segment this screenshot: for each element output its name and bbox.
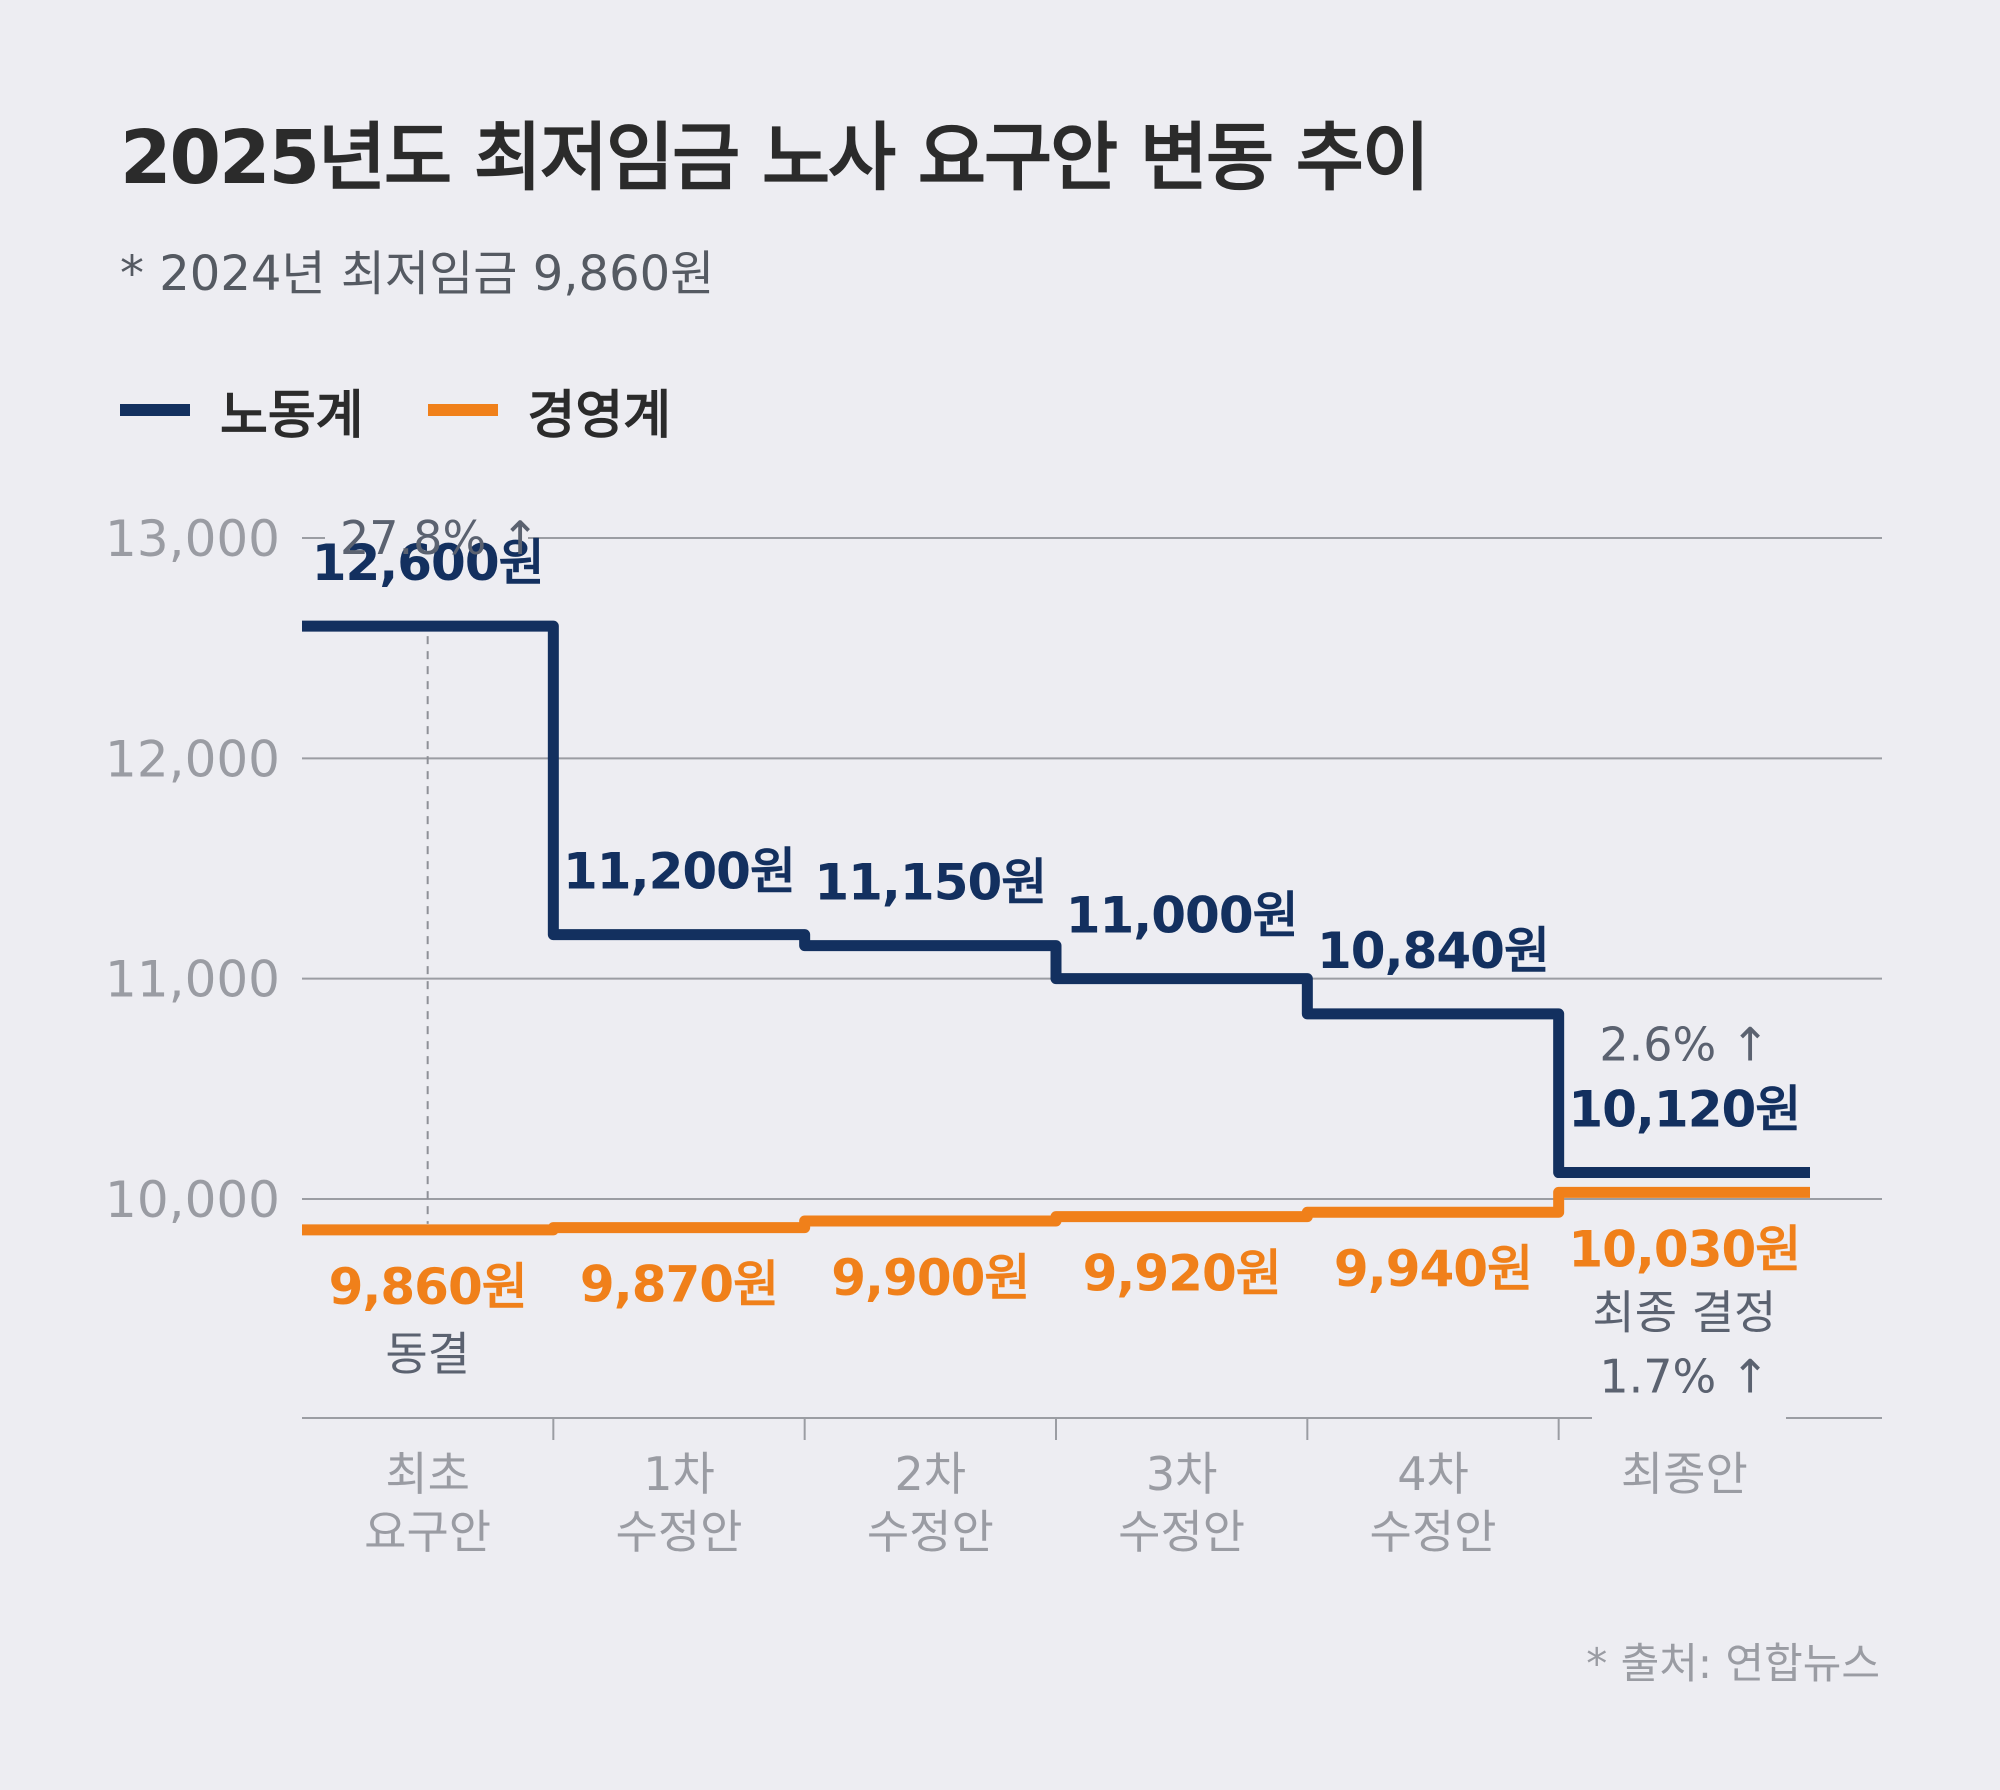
legend-label-labor: 노동계 [220, 385, 364, 446]
x-tick-label: 수정안 [1370, 1505, 1497, 1559]
x-tick-label: 1차 [643, 1447, 715, 1501]
data-label-labor: 10,120원 [1568, 1081, 1800, 1139]
x-tick-label: 수정안 [1118, 1505, 1245, 1559]
source-note: * 출처: 연합뉴스 [1586, 1639, 1880, 1688]
data-label-management: 9,870원 [580, 1256, 778, 1314]
data-label-labor: 11,200원 [563, 843, 795, 901]
chart-title: 2025년도 최저임금 노사 요구안 변동 추이 [120, 115, 1430, 201]
annotation-final-labor-increase: 2.6% ↑ [1599, 1018, 1769, 1072]
data-label-management: 9,900원 [831, 1249, 1029, 1307]
data-label-labor: 10,840원 [1317, 922, 1549, 980]
legend: 노동계 경영계 [120, 380, 671, 446]
legend-swatch-labor [120, 404, 190, 416]
x-tick-label: 3차 [1146, 1447, 1218, 1501]
y-tick-label: 13,000 [105, 510, 280, 568]
x-tick-label: 최종안 [1621, 1447, 1748, 1501]
data-label-labor: 12,600원 [312, 534, 544, 592]
series-line-labor [302, 620, 1810, 1179]
x-tick-label: 최초 [385, 1447, 470, 1501]
legend-label-management: 경영계 [527, 385, 672, 446]
y-tick-label: 12,000 [105, 730, 280, 788]
data-label-labor: 11,150원 [814, 854, 1046, 912]
x-tick-label: 2차 [895, 1447, 967, 1501]
x-tick-label: 수정안 [616, 1505, 743, 1559]
x-tick-label: 수정안 [867, 1505, 994, 1559]
annotation-final-decision: 최종 결정 [1592, 1285, 1776, 1339]
annotation-final-decision-increase: 1.7% ↑ [1599, 1349, 1769, 1403]
y-tick-label: 10,000 [105, 1171, 280, 1229]
series-line-management [302, 1186, 1810, 1236]
annotation-freeze: 동결 [385, 1327, 470, 1381]
chart-subtitle: * 2024년 최저임금 9,860원 [120, 246, 715, 302]
data-label-management: 9,920원 [1083, 1245, 1281, 1303]
data-label-labor: 11,000원 [1066, 887, 1298, 945]
data-label-management: 9,860원 [329, 1258, 527, 1316]
data-label-management: 10,030원 [1568, 1220, 1800, 1278]
data-label-management: 9,940원 [1334, 1240, 1532, 1298]
legend-item-management: 경영계 [427, 373, 672, 448]
x-tick-label: 4차 [1397, 1447, 1469, 1501]
annotation-initial-increase: 27.8% ↑ [340, 511, 539, 565]
x-tick-label: 요구안 [364, 1505, 491, 1559]
legend-item-labor: 노동계 [120, 373, 364, 448]
legend-swatch-management [427, 404, 498, 416]
y-tick-label: 11,000 [105, 951, 280, 1009]
